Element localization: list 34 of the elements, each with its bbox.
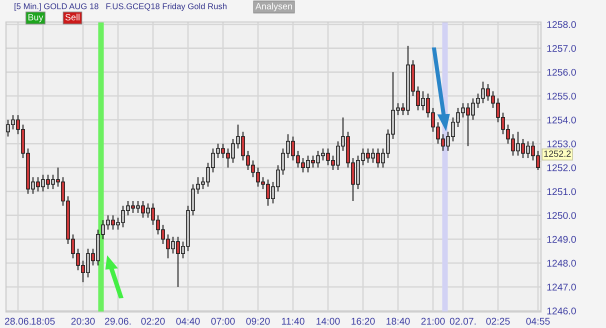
- y-tick-label: 1251.0: [547, 188, 576, 196]
- y-tick-label: 1256.0: [547, 68, 576, 76]
- x-tick-label: 21:00: [421, 318, 445, 325]
- annotation: Buy: [28, 14, 44, 22]
- text: Sell: [65, 14, 80, 20]
- x-tick-label: 18:40: [386, 318, 410, 325]
- y-tick-label: 1248.0: [547, 260, 576, 267]
- x-tick-label: 04:40: [176, 318, 200, 325]
- x-tick-label: 02:25: [486, 318, 510, 325]
- x-tick-label: 11:40: [282, 318, 304, 325]
- y-tick-label: 1250.0: [547, 212, 576, 219]
- x-tick-label: 18:05: [32, 318, 55, 325]
- text: Analysen: [255, 2, 292, 12]
- x-tick-label: 07:00: [211, 318, 235, 325]
- chart-title: [5 Min.] GOLD AUG 18 F.US.GCEQ18 Friday Gold Rush: [14, 3, 226, 11]
- x-tick-label: 02.07.: [450, 318, 476, 325]
- y-tick-label: 1246.0: [547, 308, 576, 314]
- y-tick-label: 1258.0: [547, 21, 576, 28]
- x-tick-label: 14:00: [316, 318, 340, 325]
- y-tick-label: 1255.0: [547, 92, 576, 100]
- x-tick-label: 20:30: [71, 318, 95, 325]
- x-tick-label: 02:20: [141, 318, 165, 325]
- y-tick-label: 1254.0: [547, 116, 576, 124]
- x-tick-label: 28.06.: [4, 318, 31, 325]
- y-tick-label: 1249.0: [547, 236, 576, 243]
- x-tick-label: 29.06.: [104, 318, 131, 325]
- x-tick-label: 16:20: [352, 318, 375, 325]
- y-tick-label: 1253.0: [547, 140, 576, 148]
- annotation: 1252.2: [544, 150, 571, 157]
- y-tick-label: 1257.0: [547, 44, 576, 52]
- y-tick-label: 1247.0: [547, 284, 576, 291]
- x-tick-label: 09:20: [246, 318, 270, 325]
- y-tick-label: 1252.0: [547, 164, 576, 172]
- x-tick-label: 04:55: [526, 318, 550, 325]
